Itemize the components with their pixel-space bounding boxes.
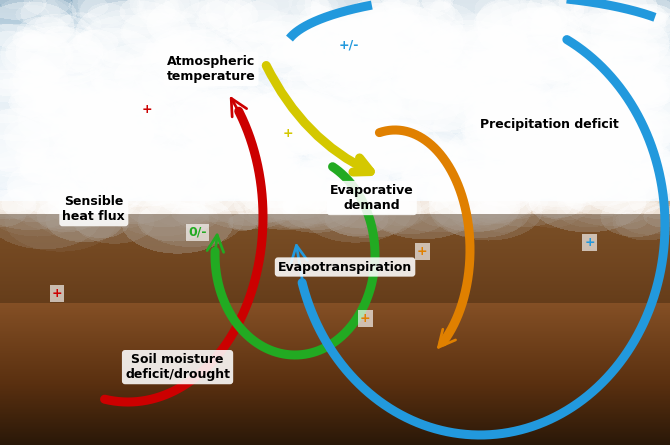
Text: Soil moisture
deficit/drought: Soil moisture deficit/drought: [125, 353, 230, 381]
Text: +/-: +/-: [338, 38, 358, 51]
FancyArrowPatch shape: [266, 65, 371, 172]
Text: +: +: [417, 245, 427, 258]
Text: +: +: [142, 102, 153, 116]
Text: Sensible
heat flux: Sensible heat flux: [62, 195, 125, 223]
Text: Precipitation deficit: Precipitation deficit: [480, 118, 619, 131]
Text: +: +: [584, 236, 595, 249]
Text: Atmospheric
temperature: Atmospheric temperature: [167, 55, 255, 83]
Text: +: +: [283, 127, 293, 140]
Text: +: +: [360, 312, 371, 325]
Text: Evaporative
demand: Evaporative demand: [330, 184, 414, 212]
Text: Evapotranspiration: Evapotranspiration: [278, 260, 412, 274]
Text: 0/-: 0/-: [188, 226, 207, 239]
Text: +: +: [52, 287, 62, 300]
